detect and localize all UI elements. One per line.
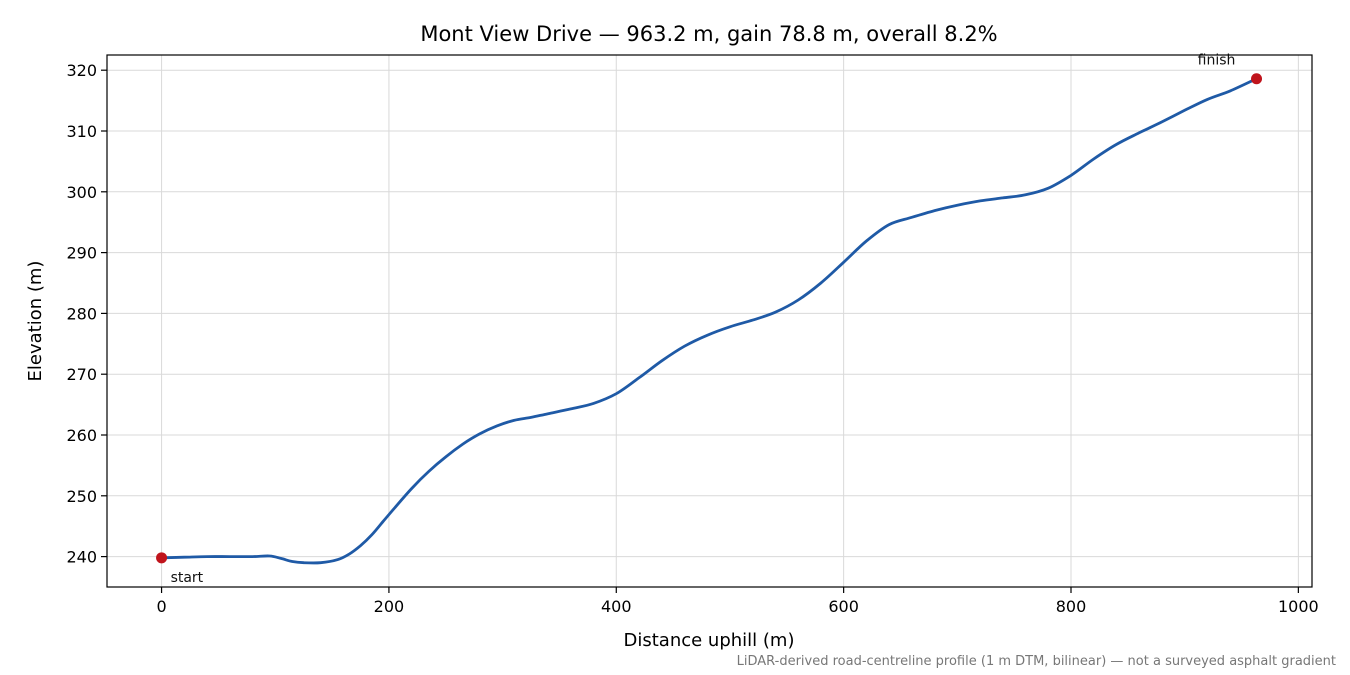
y-axis: 240 250 260 270 280 290 300 310 320 <box>66 61 107 567</box>
y-tick-label: 260 <box>66 426 97 445</box>
y-tick-label: 280 <box>66 304 97 323</box>
x-tick-label: 400 <box>601 597 632 616</box>
y-tick-label: 310 <box>66 122 97 141</box>
plot-frame <box>106 54 1313 588</box>
finish-marker <box>1251 73 1263 85</box>
start-annotation: start <box>171 570 204 586</box>
elevation-series-line <box>160 77 1258 565</box>
x-tick-label: 0 <box>156 597 166 616</box>
grid <box>107 55 1312 587</box>
footnote: LiDAR-derived road-centreline profile (1… <box>737 654 1336 669</box>
y-tick-label: 240 <box>66 548 97 567</box>
chart-title: Mont View Drive — 963.2 m, gain 78.8 m, … <box>420 22 997 46</box>
x-tick-label: 600 <box>828 597 859 616</box>
y-tick-label: 290 <box>66 244 97 263</box>
start-marker <box>156 552 168 564</box>
y-tick-label: 250 <box>66 487 97 506</box>
x-axis-label: Distance uphill (m) <box>624 630 795 651</box>
x-tick-label: 1000 <box>1278 597 1319 616</box>
y-tick-label: 320 <box>66 61 97 80</box>
x-tick-label: 800 <box>1056 597 1087 616</box>
y-axis-label: Elevation (m) <box>25 261 46 382</box>
x-tick-label: 200 <box>374 597 405 616</box>
y-tick-label: 270 <box>66 365 97 384</box>
x-axis: 0 200 400 600 800 1000 <box>156 587 1319 616</box>
finish-annotation: finish <box>1198 53 1236 69</box>
y-tick-label: 300 <box>66 183 97 202</box>
